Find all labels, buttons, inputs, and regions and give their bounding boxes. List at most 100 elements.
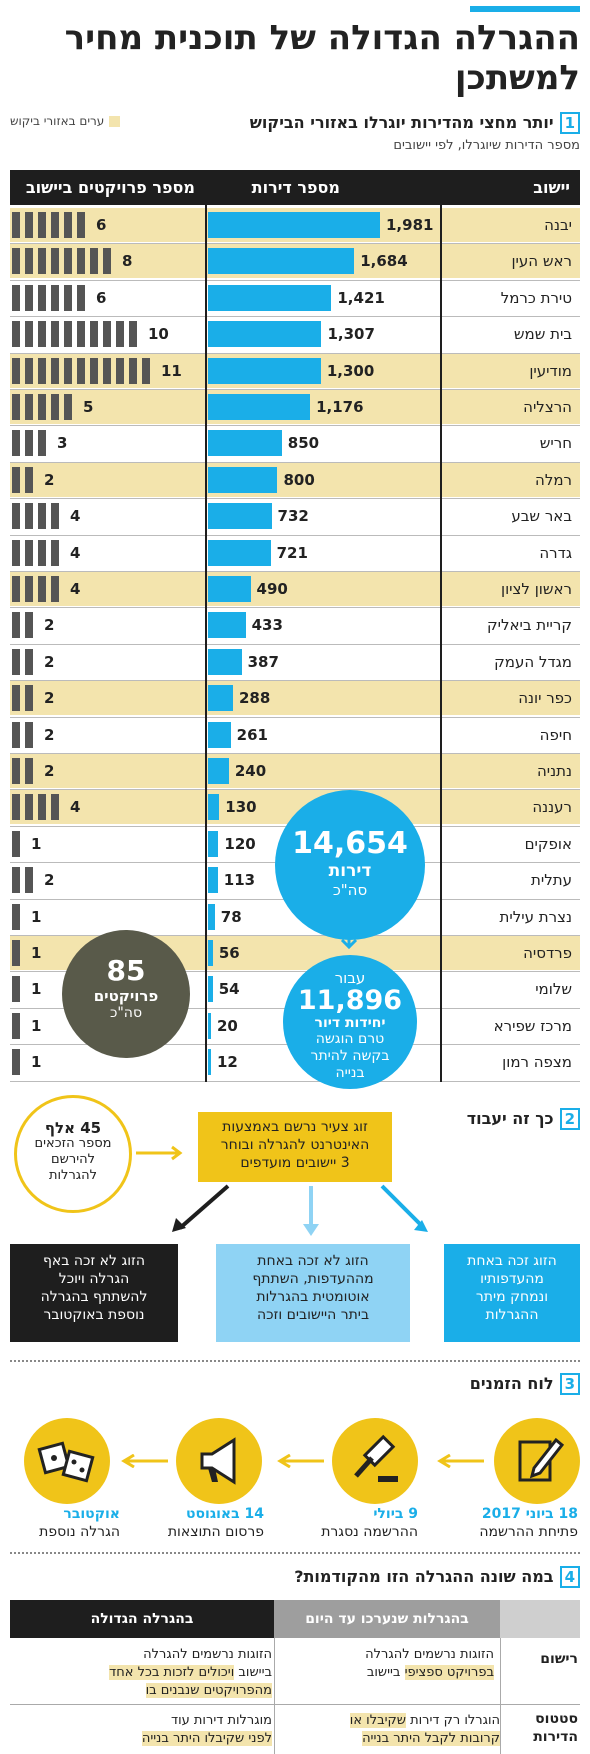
project-bar [12,794,20,821]
apartments-value: 490 [256,580,288,598]
project-bar [38,539,46,566]
legend-swatch [109,116,121,127]
projects-value: 1 [31,907,42,926]
project-bar [77,284,85,311]
section1-number: 1 [559,112,580,134]
outcome-none-line-1: הזוג לא זכה באף [42,1253,146,1269]
project-bar [25,685,33,712]
section3-heading: 3 לוח הזמנים [470,1373,580,1395]
section4-title: במה שונה ההגרלה הזו מהקודמות? [294,1567,554,1586]
table-row: מצפה רמון 12 1 [10,1045,580,1079]
total-apartments-circle: 14,654 דירות סה"כ [275,790,425,940]
table-row: חריש 850 3 [10,426,580,460]
project-bar [51,539,59,566]
arrow-down-icon [340,930,358,950]
city-name: חיפה [539,725,572,744]
project-bar [38,248,46,275]
projects-value: 8 [122,252,133,271]
apartments-value: 120 [224,834,256,853]
city-name: חריש [539,434,572,453]
outcome-won-line-4: ההגרלות [485,1307,539,1323]
project-bar [38,394,46,420]
row-divider [10,352,580,354]
project-bar [12,212,20,238]
legend: ערים באזורי ביקוש [10,114,121,128]
project-bar [12,1012,20,1039]
apartments-bar [208,1012,211,1039]
projects-value: 1 [31,1053,42,1072]
apartments-value: 387 [247,652,279,671]
apartments-value: 1,684 [360,252,408,271]
projects-value: 2 [44,689,55,708]
apartments-bar [208,648,242,675]
project-bar [12,976,20,1003]
project-bar [142,357,150,384]
project-bar [12,1049,20,1076]
city-name: שלומי [535,980,572,999]
apartments-bar [208,248,355,275]
project-bar [25,284,33,311]
eligible-ring: 45 אלף מספר הזכאים להירשם להגרלות [14,1095,132,1213]
apartments-value: 130 [225,798,257,817]
apartments-bar [208,539,271,566]
project-bar [90,357,98,384]
col-header-apartments: מספר דירות [251,178,340,197]
table-row: מרכז שפירא 20 1 [10,1009,580,1043]
projects-value: 4 [70,798,81,817]
compare-row2-new: מוגרלות דירות עוד לפני שקיבלו היתר בנייה [16,1712,272,1748]
compare-row2-label: סטטוס הדירות [533,1710,578,1746]
table-row: הרצליה 1,176 5 [10,390,580,424]
project-bar [12,721,20,748]
projects-value: 4 [70,507,81,526]
section1-heading: 1 יותר מחצי מהדירות יוגרלו באזורי הביקוש [250,112,580,134]
row-divider [10,571,580,572]
city-column-divider [440,170,442,1082]
compare-row1-label: רישום [540,1651,578,1667]
section4-number: 4 [559,1566,580,1588]
section3-number: 3 [559,1373,580,1395]
compare-col-divider [274,1638,275,1754]
project-bar [25,503,33,530]
project-bar [12,539,20,566]
arrow-right-icon [136,1145,183,1161]
compare-row2-new-highlight: לפני שקיבלו היתר בנייה [141,1731,272,1746]
city-name: מודיעין [529,361,572,380]
compare-row2-label-line1: סטטוס [535,1711,578,1727]
compare-row2-old-highlight-2: קרובות לקבל היתר בנייה [362,1731,500,1746]
row-divider [10,935,580,936]
table-row: נתניה 240 2 [10,754,580,788]
page-title: ההגרלה הגדולה של תוכנית מחיר למשתכן [64,18,580,98]
section2-heading: 2 כך זה יעבוד [467,1108,580,1130]
project-bar [12,867,20,894]
project-bar [38,357,46,384]
compare-row2-label-line2: הדירות [533,1729,578,1745]
city-name: עתלית [531,871,572,890]
row-divider [10,643,580,645]
projects-value: 2 [44,652,55,671]
apartments-value: 12 [217,1053,238,1072]
project-bar [51,248,59,275]
project-bar [12,576,20,602]
table-row: יבנה 1,981 6 [10,208,580,242]
project-bar [25,466,33,493]
timeline-desc-3: פרסום התוצאות [167,1524,264,1540]
pending-note-2: בקשה להיתר [310,1048,390,1064]
city-name: כפר יונה [518,689,572,708]
apartments-bar [208,903,215,930]
apartments-bar [208,284,332,311]
table-row: באר שבע 732 4 [10,499,580,533]
project-bar [77,212,85,238]
apartments-bar [208,576,251,602]
project-bar [116,357,124,384]
section1-subtitle: מספר הדירות שיוגרלו, לפי יישובים [393,138,580,153]
table-row: טירת כרמל 1,421 6 [10,281,580,315]
apartments-value: 433 [251,616,283,635]
compare-row1-new-line2: ביישוב [238,1665,272,1680]
row-divider [10,680,580,682]
apartments-bar [208,394,311,420]
registration-line-2: האינטרנט להגרלה ובוחר [220,1137,370,1153]
apartments-bar [208,321,322,348]
project-bar [129,357,137,384]
city-name: מצפה רמון [502,1053,572,1072]
project-bar [12,830,20,857]
